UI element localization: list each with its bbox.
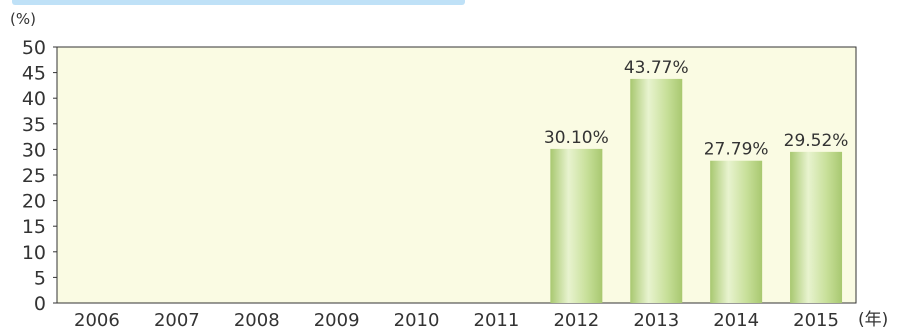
y-axis-unit-label: (%) (10, 10, 36, 28)
x-tick-label: 2008 (234, 310, 280, 328)
bar-value-label: 27.79% (704, 140, 769, 160)
bar (790, 151, 843, 303)
y-tick-label: 45 (22, 63, 46, 85)
x-tick-label: 2012 (553, 310, 599, 328)
x-tick-label: 2006 (74, 310, 120, 328)
bar-value-label: 43.77% (624, 58, 689, 78)
x-tick-label: 2007 (154, 310, 200, 328)
bar (550, 148, 603, 303)
y-tick-label: 50 (22, 37, 46, 59)
x-tick-label: 2010 (394, 310, 440, 328)
x-tick-label: 2013 (633, 310, 679, 328)
x-axis-unit-label: (年) (858, 310, 888, 328)
y-tick-label: 25 (22, 165, 46, 187)
x-tick-label: 2014 (713, 310, 759, 328)
bar (710, 160, 763, 303)
y-tick-label: 40 (22, 88, 46, 110)
y-tick-label: 0 (34, 293, 46, 315)
x-tick-label: 2015 (793, 310, 839, 328)
y-tick-label: 10 (22, 242, 46, 264)
bar-value-label: 29.52% (784, 131, 849, 151)
y-tick-label: 15 (22, 216, 46, 238)
x-tick-label: 2011 (474, 310, 520, 328)
y-tick-label: 30 (22, 139, 46, 161)
x-tick-label: 2009 (314, 310, 360, 328)
bar-value-label: 30.10% (544, 128, 609, 148)
top-decorative-line (12, 0, 465, 5)
y-tick-label: 35 (22, 114, 46, 136)
y-tick-label: 5 (34, 267, 46, 289)
bar (630, 78, 683, 303)
y-axis-ticks: 0 5 10 15 20 25 30 35 40 45 50 (22, 37, 57, 315)
x-axis-ticks: 2006 2007 2008 2009 2010 2011 2012 2013 2014 2015 (74, 310, 839, 328)
bars: 30.10% 43.77% 27.79% 29.52% (544, 58, 849, 303)
y-tick-label: 20 (22, 191, 46, 213)
